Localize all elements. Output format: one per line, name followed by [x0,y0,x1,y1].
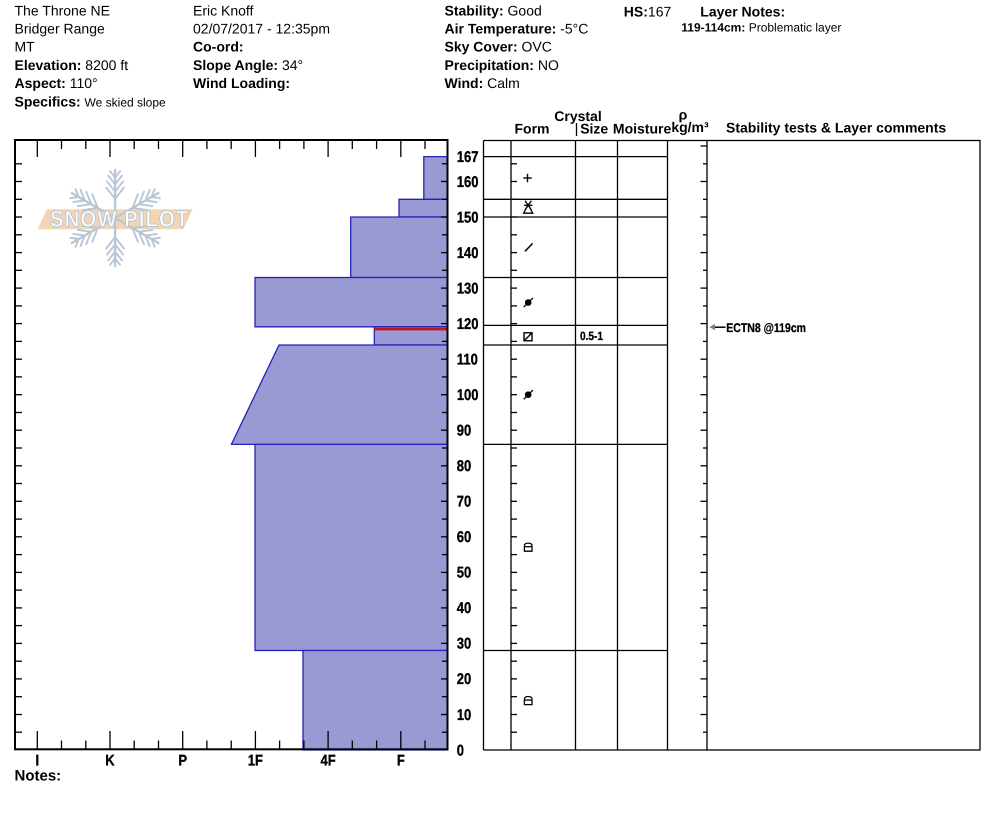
svg-text:120: 120 [457,316,479,333]
svg-text:Elevation: 8200 ft: Elevation: 8200 ft [15,57,129,73]
svg-text:100: 100 [457,387,479,404]
svg-text:Stability: Good: Stability: Good [445,2,542,18]
svg-text:Crystal: Crystal [554,108,601,124]
svg-text:kg/m³: kg/m³ [671,119,709,135]
svg-text:4F: 4F [321,752,336,769]
svg-text:Sky Cover: OVC: Sky Cover: OVC [445,39,552,55]
svg-text:110: 110 [457,351,478,368]
svg-text:119-114cm: Problematic layer: 119-114cm: Problematic layer [681,21,841,35]
svg-text:40: 40 [457,600,471,617]
svg-text:F: F [397,752,405,769]
svg-text:Wind Loading:: Wind Loading: [193,75,290,91]
svg-text:20: 20 [457,671,471,688]
svg-text:167: 167 [457,149,479,166]
svg-text:SNOW PILOT: SNOW PILOT [50,207,190,232]
svg-text:Specifics: We skied slope: Specifics: We skied slope [15,93,167,109]
svg-text:Aspect: 110°: Aspect: 110° [15,75,98,91]
svg-text:30: 30 [457,636,471,653]
svg-text:ρ: ρ [679,107,688,123]
svg-text:Stability tests & Layer commen: Stability tests & Layer comments [726,119,946,135]
svg-text:90: 90 [457,423,471,440]
svg-text:50: 50 [457,565,471,582]
svg-text:Moisture: Moisture [613,120,672,136]
svg-text:Notes:: Notes: [15,768,62,785]
svg-text:1F: 1F [248,752,263,769]
svg-text:Eric Knoff: Eric Knoff [193,2,254,18]
svg-text:02/07/2017 - 12:35pm: 02/07/2017 - 12:35pm [193,21,330,37]
svg-text:150: 150 [457,209,479,226]
svg-text:Size: Size [580,120,608,136]
svg-text:ECTN8 @119cm: ECTN8 @119cm [726,321,806,335]
svg-text:HS:167: HS:167 [624,4,672,20]
svg-text:The Throne NE: The Throne NE [15,2,110,18]
svg-text:140: 140 [457,245,479,262]
svg-text:Form: Form [515,120,550,136]
svg-text:Precipitation: NO: Precipitation: NO [445,57,559,73]
svg-text:10: 10 [457,707,471,724]
svg-text:P: P [178,752,187,769]
svg-text:0.5-1: 0.5-1 [580,329,603,343]
svg-text:Bridger Range: Bridger Range [15,21,105,37]
svg-text:0: 0 [457,742,464,759]
svg-text:80: 80 [457,458,471,475]
svg-text:60: 60 [457,529,471,546]
svg-text:Slope Angle: 34°: Slope Angle: 34° [193,57,303,73]
svg-text:160: 160 [457,174,479,191]
svg-text:70: 70 [457,494,471,511]
svg-text:Layer Notes:: Layer Notes: [700,4,785,20]
svg-text:Co-ord:: Co-ord: [193,39,244,55]
svg-text:MT: MT [15,39,36,55]
svg-text:Air Temperature: -5°C: Air Temperature: -5°C [445,21,589,37]
svg-text:130: 130 [457,280,479,297]
svg-text:Wind: Calm: Wind: Calm [445,75,520,91]
svg-text:K: K [105,752,115,769]
svg-text:I: I [35,752,39,769]
